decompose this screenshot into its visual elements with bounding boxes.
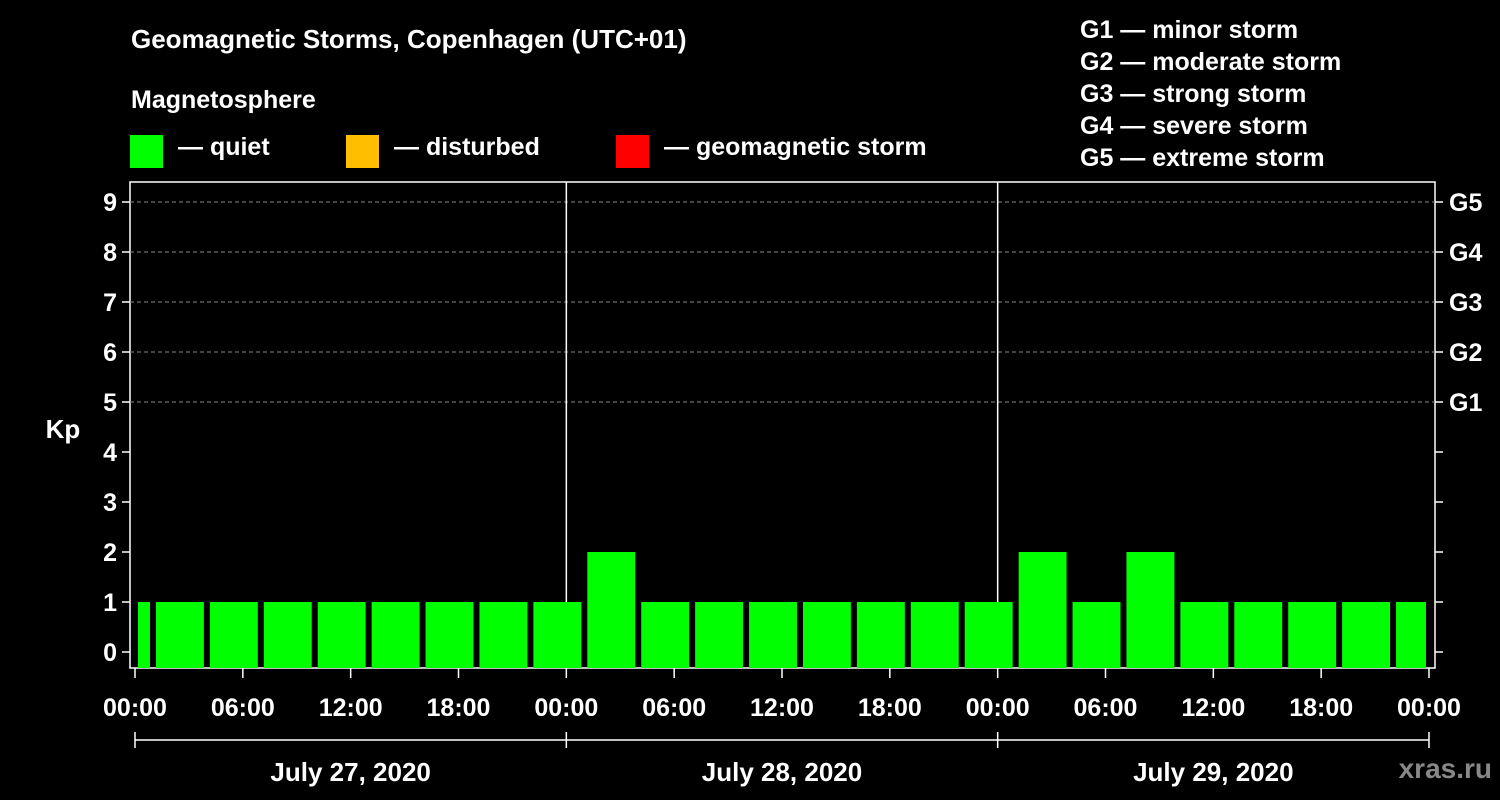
kp-bar	[1072, 602, 1121, 668]
storm-level-label: G2	[1449, 339, 1482, 367]
watermark: xras.ru	[1398, 753, 1492, 784]
y-tick-label: 0	[103, 639, 117, 667]
kp-bar	[1396, 602, 1426, 668]
kp-bar	[317, 602, 366, 668]
x-tick-label: 00:00	[966, 694, 1030, 722]
y-tick-label: 6	[103, 339, 117, 367]
kp-bar	[910, 602, 959, 668]
kp-bar	[1018, 552, 1067, 668]
storm-level-label: G1	[1449, 389, 1482, 417]
kp-bar	[425, 602, 474, 668]
legend-swatch-disturbed	[346, 135, 379, 168]
day-label: July 27, 2020	[270, 757, 430, 787]
kp-bar	[533, 602, 582, 668]
x-tick-label: 00:00	[534, 694, 598, 722]
x-tick-label: 12:00	[750, 694, 814, 722]
kp-bar	[964, 602, 1013, 668]
y-tick-label: 8	[103, 239, 117, 267]
y-tick-label: 9	[103, 189, 117, 217]
x-tick-label: 06:00	[642, 694, 706, 722]
storm-level-label: G5	[1449, 189, 1482, 217]
kp-bar	[641, 602, 690, 668]
x-tick-label: 00:00	[1397, 694, 1461, 722]
kp-bar	[856, 602, 905, 668]
day-label: July 29, 2020	[1133, 757, 1293, 787]
plot-frame	[129, 181, 1436, 669]
x-tick-label: 18:00	[1289, 694, 1353, 722]
legend-label-disturbed: — disturbed	[394, 133, 540, 161]
storm-scale-g2: G2 — moderate storm	[1080, 48, 1342, 76]
kp-bar	[371, 602, 420, 668]
y-tick-label: 5	[103, 389, 117, 417]
legend-label-storm: — geomagnetic storm	[664, 133, 927, 161]
kp-bar	[1126, 552, 1175, 668]
y-tick-label: 4	[103, 439, 117, 467]
kp-bar	[138, 602, 150, 668]
storm-scale-g5: G5 — extreme storm	[1080, 144, 1325, 172]
y-axis-label: Kp	[46, 414, 81, 444]
kp-bar	[695, 602, 744, 668]
chart-title: Geomagnetic Storms, Copenhagen (UTC+01)	[131, 24, 687, 54]
kp-bar	[155, 602, 204, 668]
storm-scale-g4: G4 — severe storm	[1080, 112, 1308, 140]
storm-level-label: G4	[1449, 239, 1482, 267]
kp-bar	[802, 602, 851, 668]
kp-bar	[479, 602, 528, 668]
x-tick-label: 18:00	[427, 694, 491, 722]
y-tick-label: 3	[103, 489, 117, 517]
legend-heading: Magnetosphere	[131, 86, 316, 114]
storm-scale-g1: G1 — minor storm	[1080, 16, 1299, 44]
x-tick-label: 06:00	[211, 694, 275, 722]
storm-scale-legend: G1 — minor storm G2 — moderate storm G3 …	[1080, 14, 1341, 174]
x-tick-label: 06:00	[1074, 694, 1138, 722]
kp-bar	[749, 602, 797, 668]
x-tick-label: 12:00	[1181, 694, 1245, 722]
y-tick-label: 7	[103, 289, 117, 317]
y-tick-label: 1	[103, 589, 117, 617]
storm-level-label: G3	[1449, 289, 1482, 317]
legend-swatch-quiet	[130, 135, 163, 168]
kp-bar	[1180, 602, 1229, 668]
x-tick-label: 00:00	[103, 694, 167, 722]
x-tick-label: 12:00	[319, 694, 383, 722]
kp-bar	[263, 602, 312, 668]
kp-bar	[1342, 602, 1391, 668]
legend-swatch-storm	[616, 135, 649, 168]
legend-label-quiet: — quiet	[178, 133, 270, 161]
kp-bar	[1288, 602, 1337, 668]
y-tick-label: 2	[103, 539, 117, 567]
kp-bar	[209, 602, 258, 668]
x-tick-label: 18:00	[858, 694, 922, 722]
kp-bar	[587, 552, 636, 668]
kp-bar	[1234, 602, 1283, 668]
day-label: July 28, 2020	[702, 757, 862, 787]
storm-scale-g3: G3 — strong storm	[1080, 80, 1307, 108]
